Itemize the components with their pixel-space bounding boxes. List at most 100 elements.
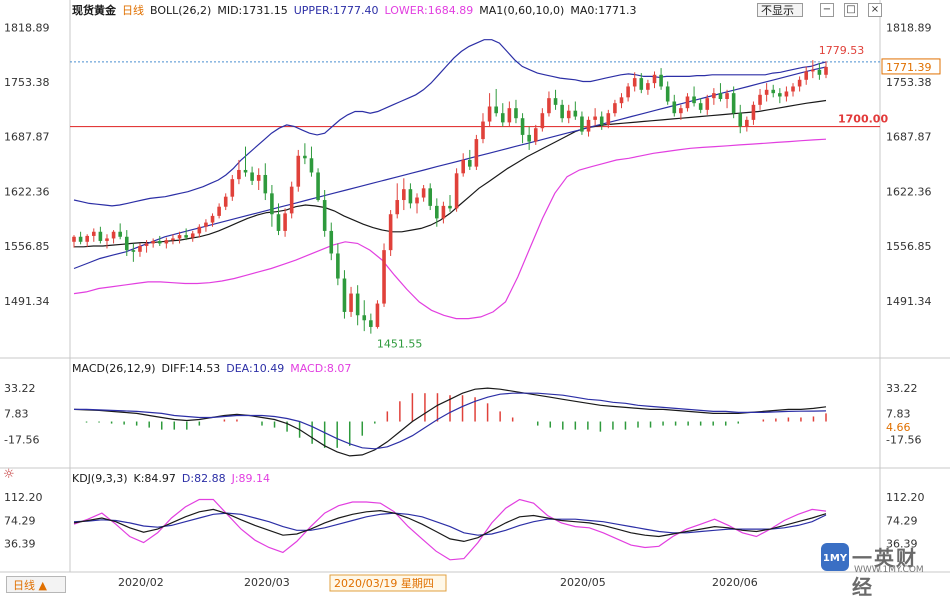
candle-body [718, 93, 723, 99]
candle-body [303, 155, 307, 159]
low-label: 1451.55 [377, 338, 423, 351]
candle-body [78, 236, 83, 242]
kdj-k-line [73, 508, 827, 543]
not-show-button[interactable]: 不显示 [757, 3, 803, 17]
candle-body [632, 78, 637, 87]
boll-upper-line [73, 39, 827, 207]
close-button[interactable]: × [868, 3, 882, 17]
candle-body [375, 303, 380, 327]
candle-body [804, 71, 809, 80]
kdj-label: KDJ(9,3,3) [72, 472, 128, 485]
maximize-icon: □ [846, 4, 856, 15]
macd-label: MACD(26,12,9) [72, 362, 156, 375]
candle-body [573, 110, 578, 117]
candle-body [619, 97, 624, 104]
last-price-tag [881, 58, 941, 75]
candle-body [481, 121, 485, 140]
macd-diff-line [73, 387, 827, 457]
boll-lower-line [73, 138, 827, 320]
kdj-header: KDJ(9,3,3) K:84.97 D:82.88 J:89.14 [72, 471, 276, 486]
macd-tick-left: 7.83 [4, 408, 29, 421]
kdj-tick-right: 36.39 [886, 538, 918, 551]
kdj-j-line [73, 498, 827, 561]
candle-body [494, 106, 498, 114]
macd-header: MACD(26,12,9) DIFF:14.53 DEA:10.49 MACD:8.0… [72, 361, 357, 376]
price-tick-left: 1556.85 [4, 240, 50, 253]
candle-body [467, 159, 472, 167]
candle-body [171, 238, 175, 241]
kdj-tick-right: 74.29 [886, 514, 918, 527]
candle-body [85, 235, 89, 242]
ma-label: MA1(0,60,10,0) [479, 4, 565, 17]
kdj-d-line [73, 512, 827, 536]
price-tick-right: 1818.89 [886, 21, 932, 34]
candle-body [270, 193, 274, 215]
price-tick-right: 1622.36 [886, 185, 932, 198]
macd-value: MACD:8.07 [290, 362, 352, 375]
candle-body [388, 214, 393, 251]
price-header: 现货黄金 日线 BOLL(26,2) MID:1731.15 UPPER:1777.40… [72, 3, 643, 18]
candle-body [692, 96, 696, 104]
kdj-tick-left: 74.29 [4, 514, 36, 527]
candle-body [679, 108, 683, 114]
candle-body [672, 101, 677, 114]
candle-body [322, 200, 327, 231]
timeframe-label[interactable]: 日线 [122, 4, 144, 17]
price-tick-right: 1753.38 [886, 76, 932, 89]
candle-body [652, 74, 657, 84]
candle-body [369, 320, 373, 327]
logo-badge-icon: 1MY [821, 543, 849, 571]
minimize-icon: − [822, 4, 832, 15]
ma-value: MA0:1771.3 [570, 4, 637, 17]
macd-dea: DEA:10.49 [226, 362, 285, 375]
settings-icon[interactable]: ☼ [3, 467, 15, 482]
candle-body [382, 250, 386, 304]
candle-body [751, 104, 756, 120]
candle-body [712, 93, 716, 99]
minimize-button[interactable]: − [820, 3, 834, 17]
last-price-value: 1771.39 [886, 61, 932, 74]
boll-lower: LOWER:1684.89 [384, 4, 474, 17]
candle-body [540, 113, 545, 129]
candle-body [131, 250, 136, 252]
candle-body [402, 189, 406, 201]
kdj-d: D:82.88 [181, 472, 226, 485]
candle-body [217, 206, 221, 216]
macd-tick-right: -17.56 [886, 433, 921, 446]
candle-body [738, 113, 743, 127]
cursor-date-label: 2020/03/19 星期四 [334, 577, 434, 590]
candle-body [336, 253, 340, 279]
candle-body [685, 96, 690, 109]
candle-body [580, 116, 584, 132]
candle-body [296, 155, 301, 187]
candle-body [197, 226, 202, 234]
candle-body [342, 278, 347, 312]
maximize-button[interactable]: □ [844, 3, 858, 17]
candle-body [811, 69, 815, 72]
price-tick-right: 1556.85 [886, 240, 932, 253]
boll-mid: MID:1731.15 [217, 4, 288, 17]
candle-body [448, 205, 452, 209]
boll-label: BOLL(26,2) [150, 4, 212, 17]
candle-body [560, 104, 564, 119]
candle-body [428, 188, 433, 206]
candle-body [124, 236, 129, 251]
candle-body [606, 113, 611, 125]
candle-body [533, 128, 538, 142]
price-tick-right: 1687.87 [886, 131, 932, 144]
candle-body [659, 74, 663, 87]
candle-body [395, 200, 400, 215]
candle-body [487, 106, 492, 122]
candle-body [184, 235, 188, 238]
timeframe-tab[interactable]: 日线 ▲ [6, 576, 66, 593]
candle-body [500, 113, 505, 123]
kdj-k: K:84.97 [133, 472, 176, 485]
candle-body [764, 89, 769, 95]
candle-body [164, 240, 169, 244]
candle-body [151, 240, 155, 244]
boll-upper: UPPER:1777.40 [293, 4, 379, 17]
candle-body [329, 230, 334, 254]
candle-body [362, 315, 367, 321]
